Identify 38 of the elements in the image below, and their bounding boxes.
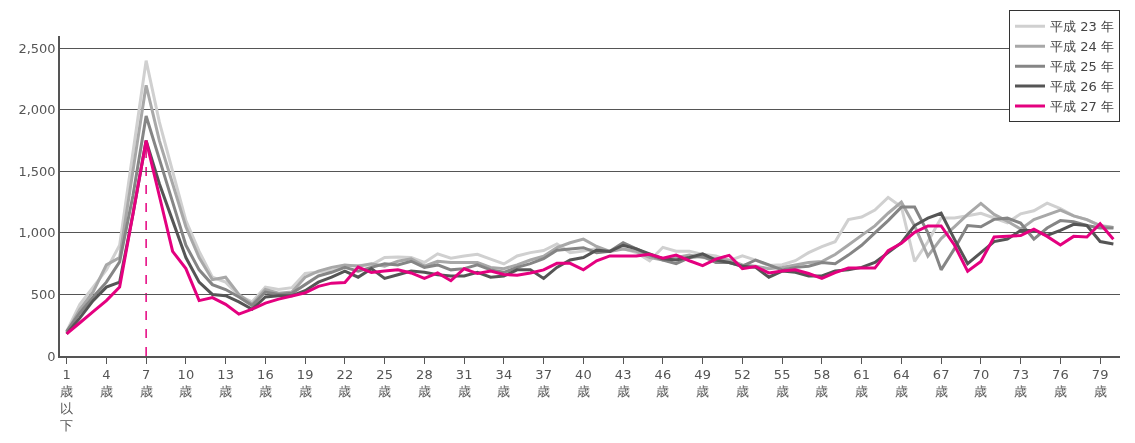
- x-tick-label: 76歳: [1052, 367, 1069, 400]
- x-tick-label: 4歳: [99, 367, 113, 400]
- x-tick-label: 1歳以下: [60, 367, 74, 434]
- x-tick-label: 58歳: [813, 367, 831, 400]
- x-tick-label: 70歳: [972, 367, 990, 400]
- y-tick-label: 1,000: [18, 225, 56, 241]
- legend-label: 平成 24 年: [1050, 39, 1114, 55]
- x-tick-label: 34歳: [495, 367, 513, 400]
- x-tick-label: 13歳: [217, 367, 234, 400]
- x-tick-label: 31歳: [455, 367, 473, 400]
- x-tick-label: 7歳: [139, 367, 153, 400]
- x-tick-label: 73歳: [1012, 367, 1029, 400]
- legend-label: 平成 23 年: [1050, 19, 1114, 35]
- x-tick-label: 79歳: [1091, 367, 1109, 400]
- x-tick-label: 46歳: [654, 367, 672, 400]
- x-tick-label: 22歳: [336, 367, 354, 400]
- x-tick-label: 28歳: [416, 367, 433, 400]
- x-tick-label: 19歳: [296, 367, 314, 400]
- x-tick-label: 67歳: [932, 367, 950, 400]
- x-tick-label: 40歳: [575, 367, 592, 400]
- x-tick-label: 52歳: [734, 367, 751, 400]
- y-tick-label: 2,000: [18, 102, 56, 118]
- x-tick-label: 64歳: [893, 367, 910, 400]
- y-tick-label: 2,500: [18, 40, 56, 56]
- legend-label: 平成 27 年: [1050, 99, 1114, 115]
- x-tick-label: 55歳: [773, 367, 791, 400]
- x-tick-label: 49歳: [694, 367, 711, 400]
- y-tick-label: 1,500: [18, 163, 56, 179]
- x-tick-label: 43歳: [614, 367, 632, 400]
- x-tick-label: 10歳: [177, 367, 195, 400]
- legend-label: 平成 26 年: [1050, 79, 1114, 95]
- x-tick-label: 25歳: [376, 367, 393, 400]
- legend-label: 平成 25 年: [1050, 59, 1114, 75]
- y-tick-label: 0: [47, 348, 56, 364]
- y-tick-label: 500: [30, 287, 56, 303]
- x-tick-label: 37歳: [535, 367, 552, 400]
- x-tick-label: 16歳: [257, 367, 274, 400]
- x-tick-label: 61歳: [853, 367, 870, 400]
